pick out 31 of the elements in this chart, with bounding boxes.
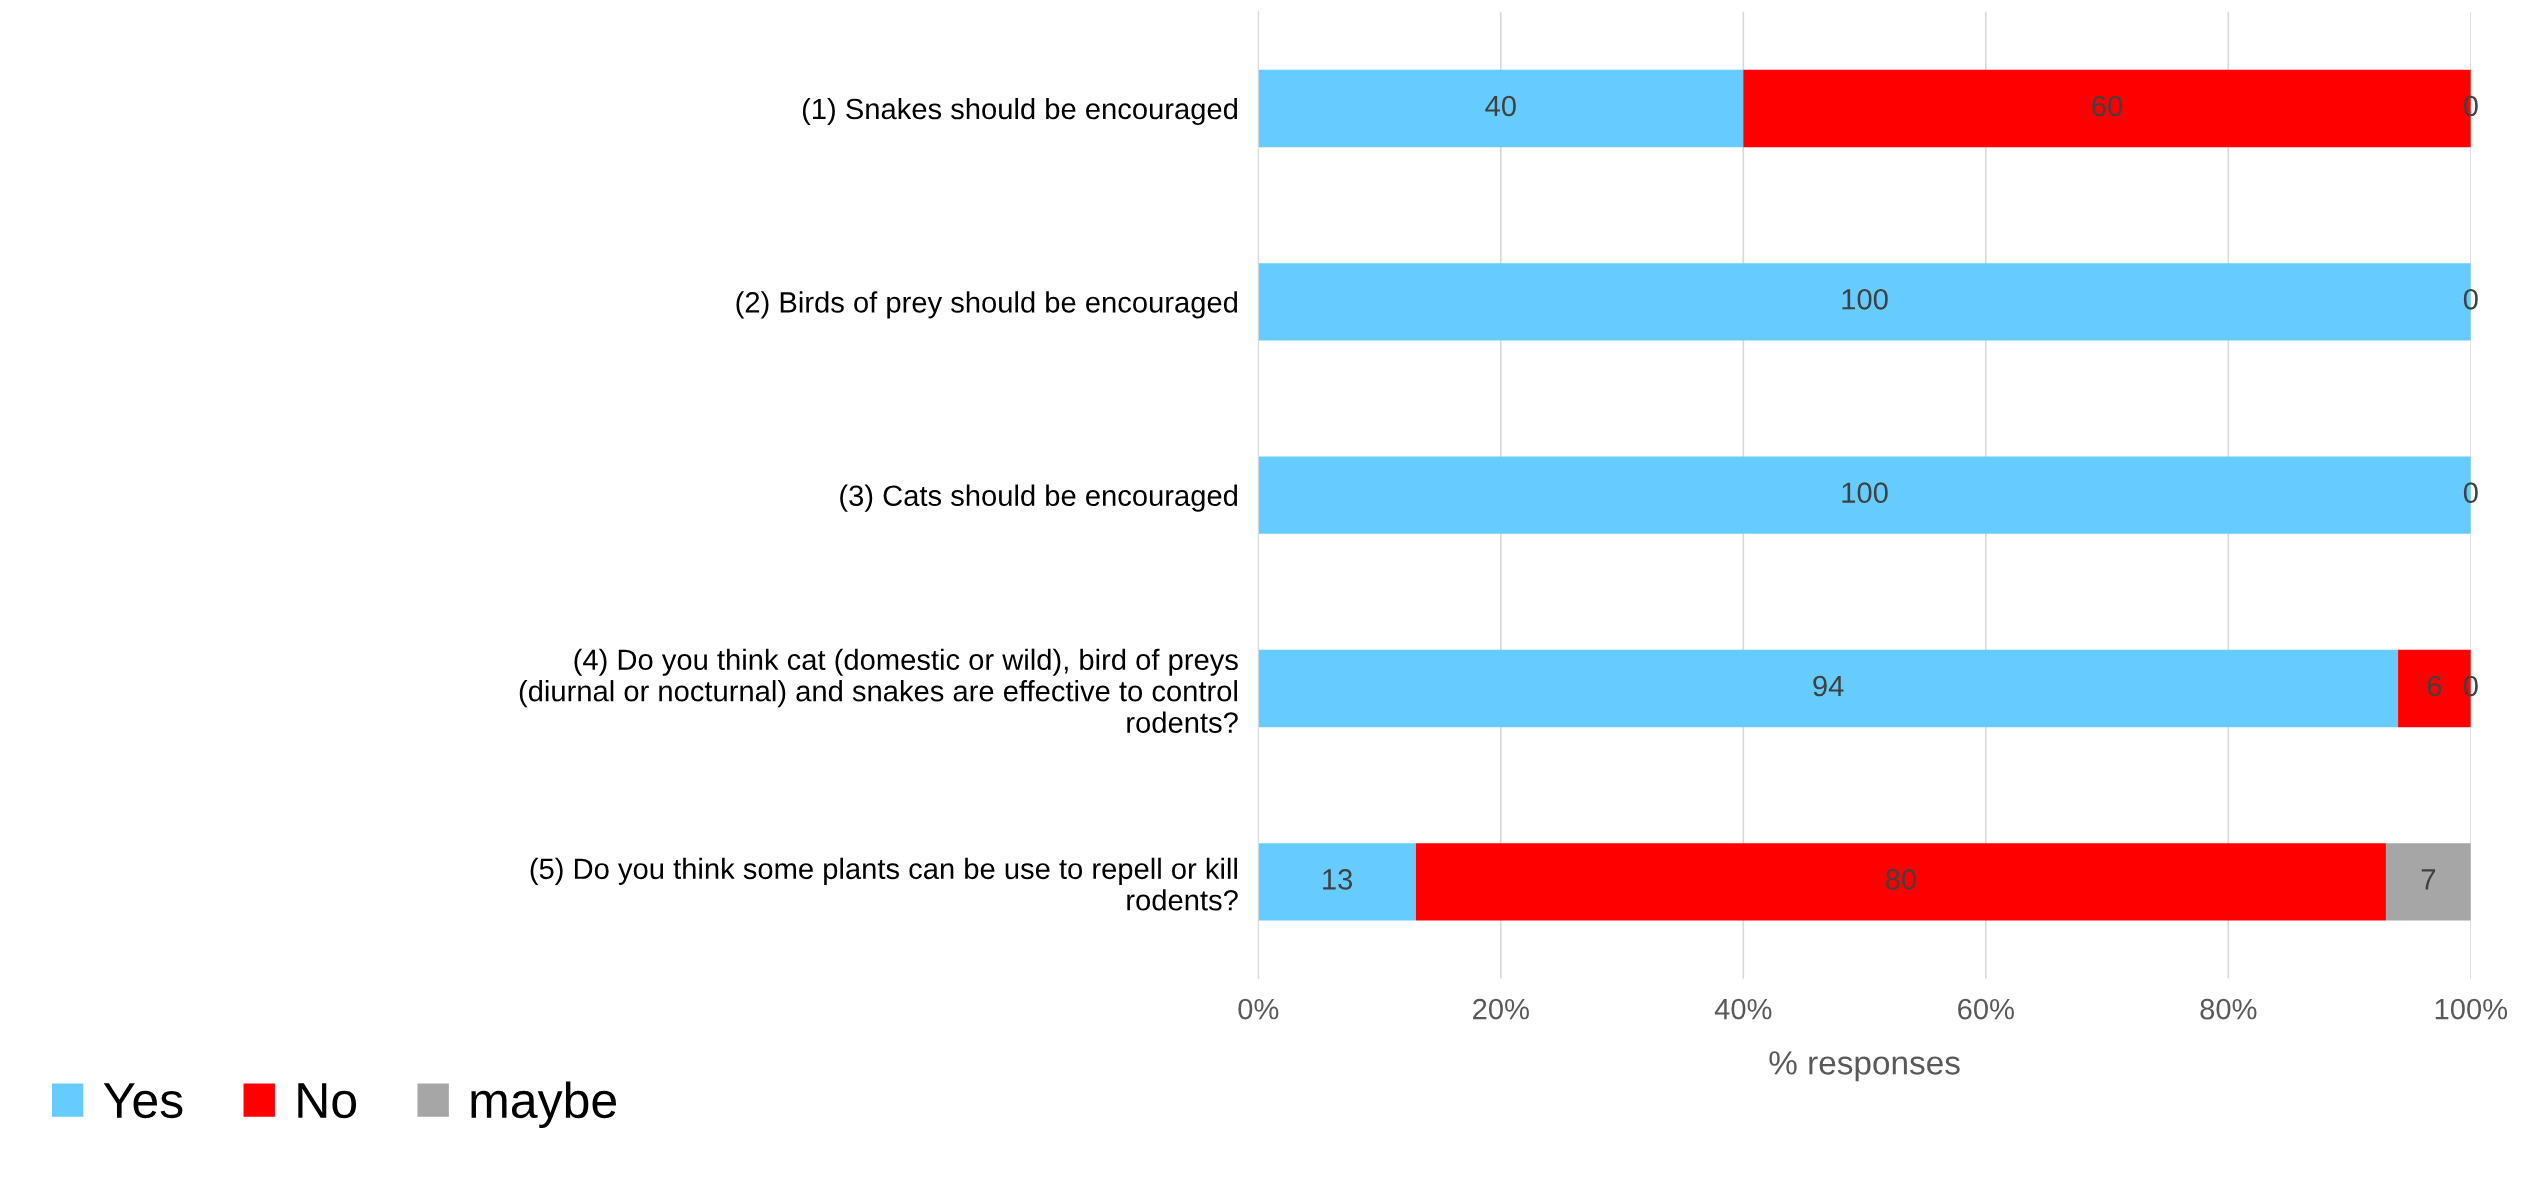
y-tick-label: (1) Snakes should be encouraged [802, 97, 1237, 126]
data-label: 60 [2092, 95, 2123, 117]
data-label: 100 [1842, 482, 1888, 504]
y-tick-label: (2) Birds of prey should be encouraged [736, 291, 1238, 319]
data-label: 100 [1842, 289, 1888, 310]
x-tick-label: 80% [2200, 998, 2257, 1020]
legend-label: maybe [471, 1081, 616, 1129]
x-axis-title: % responses [1769, 1051, 1960, 1082]
data-label: 94 [1813, 675, 1844, 697]
bar [2385, 843, 2471, 921]
data-label: 80 [1885, 869, 1917, 890]
x-tick-label: 0% [1238, 998, 1279, 1020]
x-tick-label: 40% [1714, 998, 1772, 1020]
x-tick-label: 100% [2435, 998, 2508, 1020]
y-tick-label: (3) Cats should be encouraged [840, 484, 1237, 512]
x-tick-label: 20% [1473, 998, 1529, 1020]
data-label: 13 [1323, 869, 1353, 890]
bar [1258, 649, 2399, 728]
x-tick-label: 60% [1958, 998, 2014, 1020]
data-label: 6 [2427, 675, 2442, 697]
y-tick-label: (5) Do you think some plants can be use to repell or kill rodents? [530, 857, 1238, 911]
y-tick-label: (4) Do you think cat (domestic or wild), bird of preys (diurnal or nocturnal) and snakes are effective to control rodents? [519, 648, 1238, 733]
bar [1258, 69, 1744, 148]
data-label: 40 [1485, 95, 1516, 117]
bar [1258, 843, 1416, 921]
data-label: 0 [2463, 482, 2478, 504]
data-label: 7 [2421, 869, 2436, 890]
legend-label: Yes [103, 1083, 183, 1119]
bar [1415, 843, 2386, 921]
data-label: 0 [2463, 289, 2478, 310]
legend-label: No [298, 1083, 357, 1119]
